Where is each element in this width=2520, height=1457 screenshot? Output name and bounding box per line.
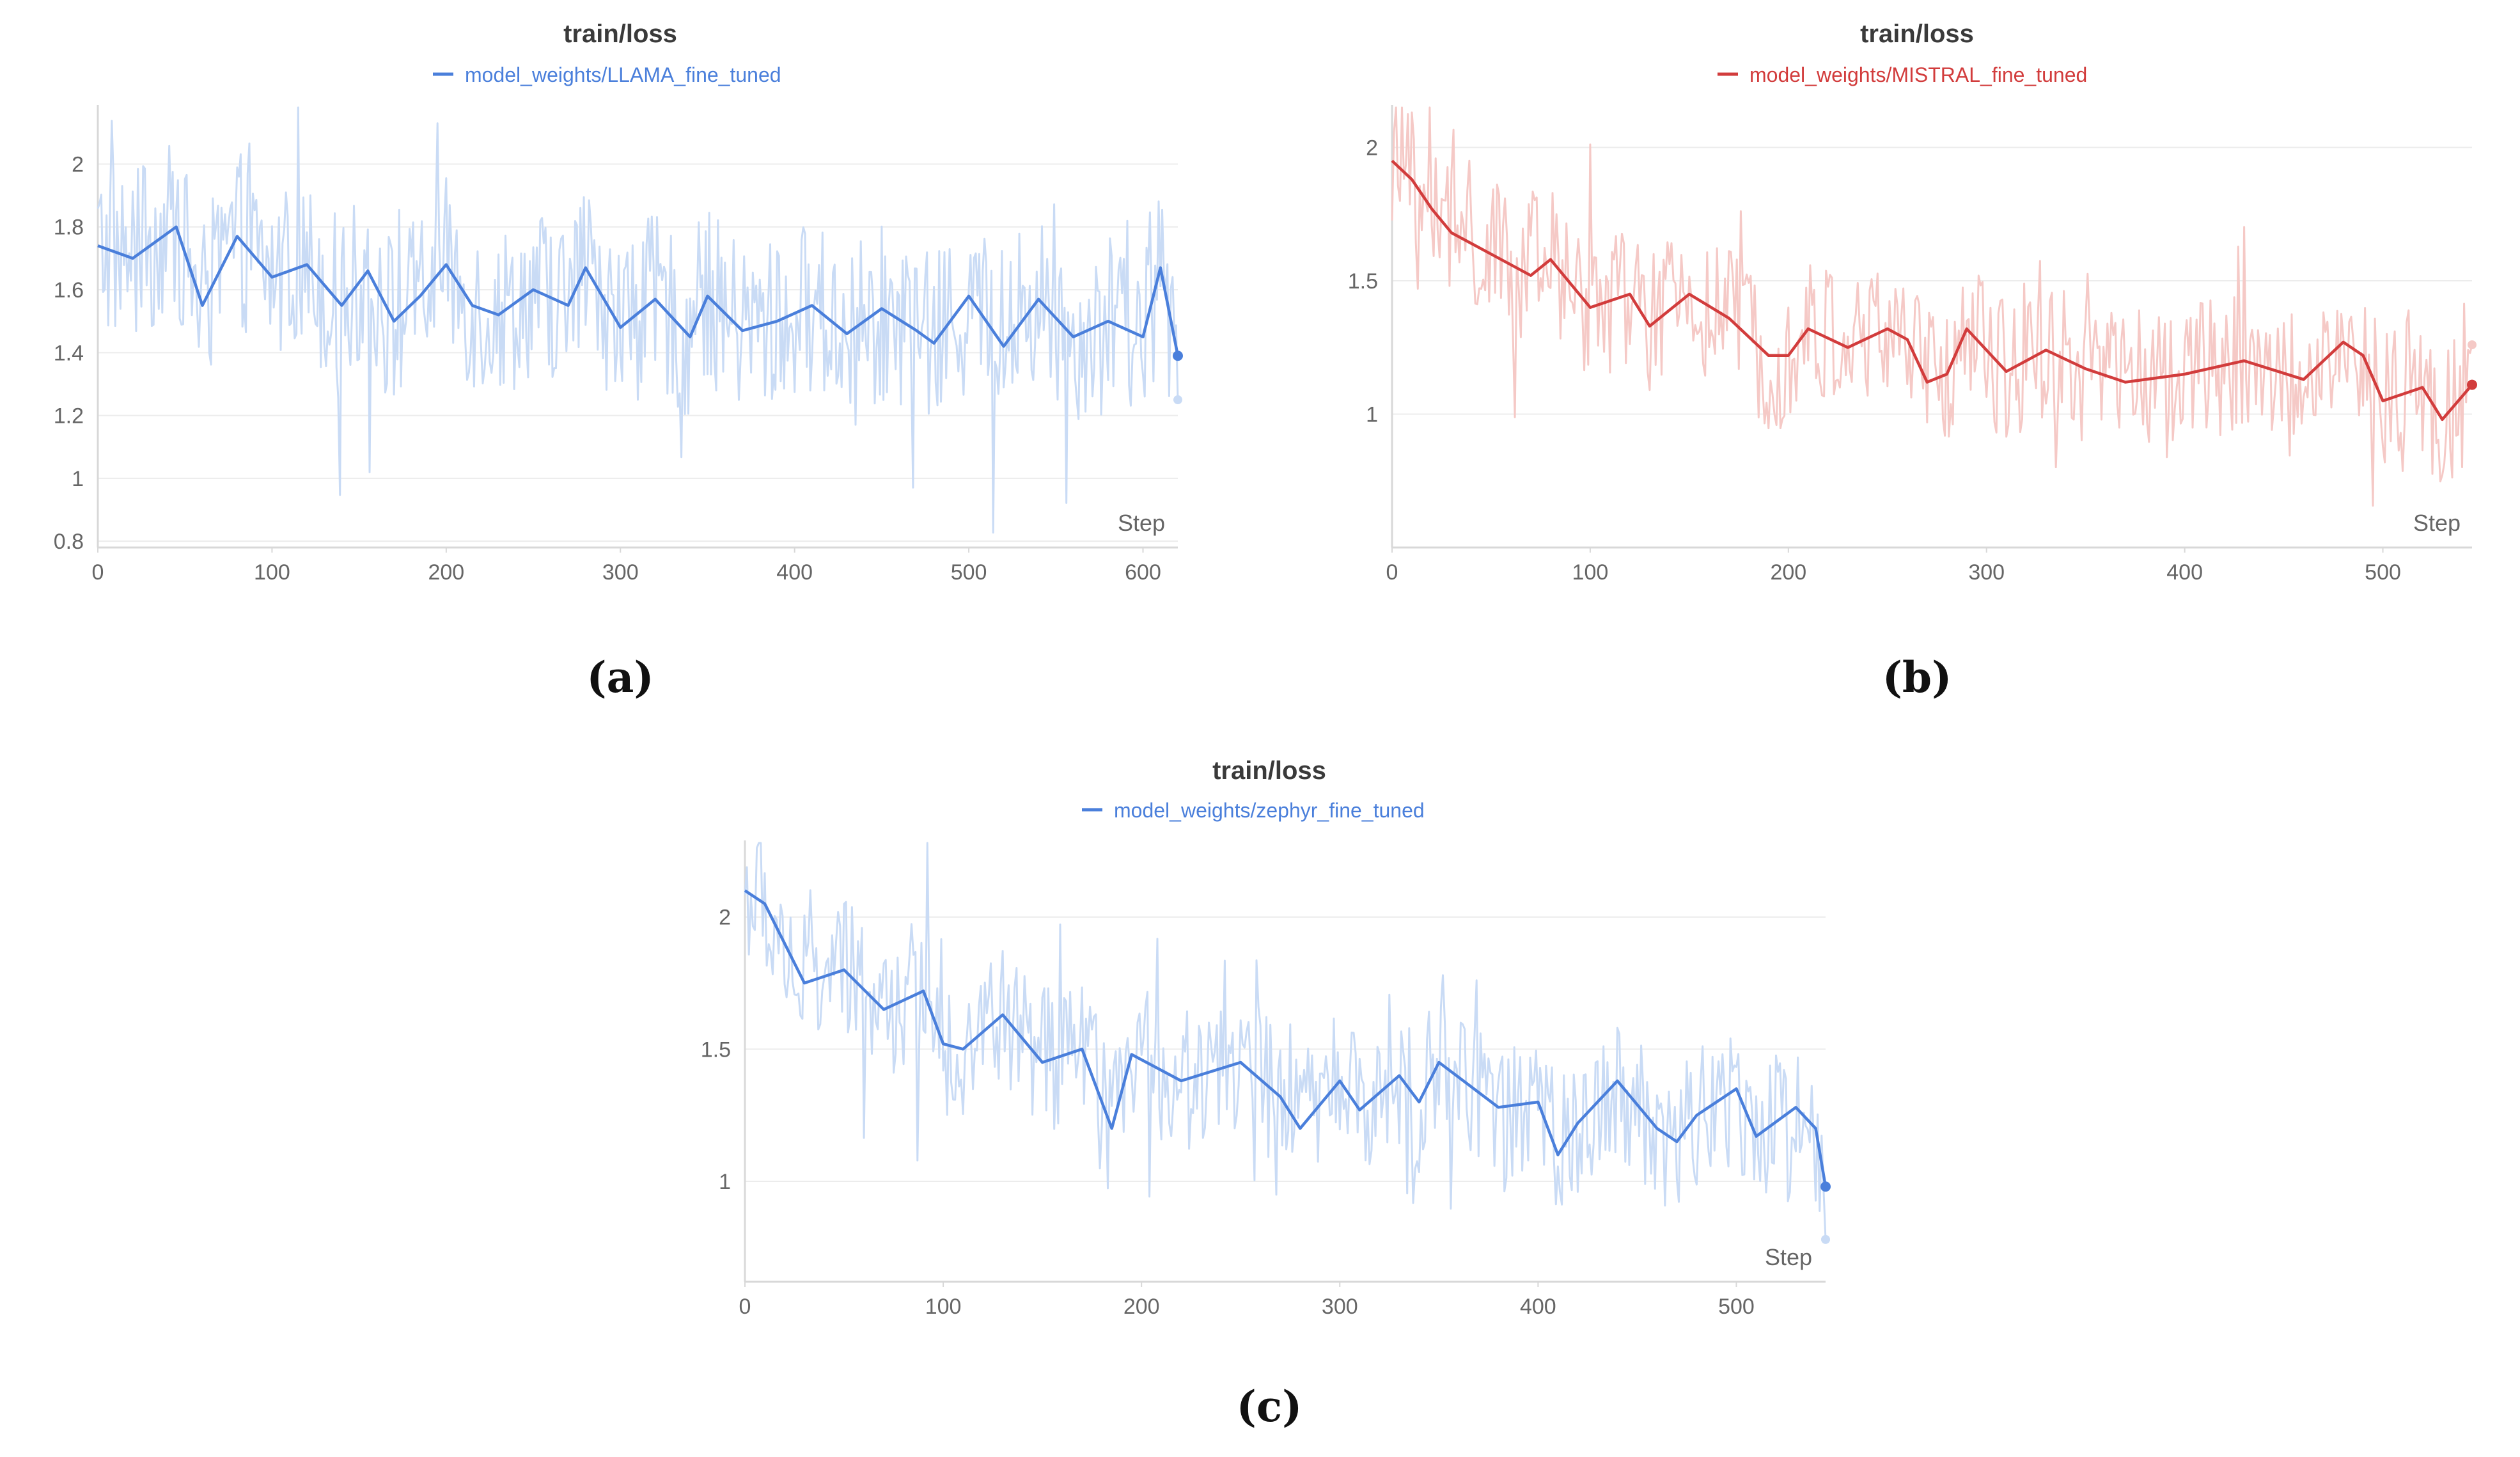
chart-c-x-tick-label: 300 (1322, 1295, 1358, 1319)
chart-b-x-tick-label: 200 (1770, 560, 1806, 585)
chart-a-x-tick-label: 200 (428, 560, 464, 585)
chart-c-x-tick-label: 100 (925, 1295, 962, 1319)
chart-a-legend: model_weights/LLAMA_fine_tuned (433, 63, 781, 86)
chart-b-x-tick-label: 300 (1968, 560, 2005, 585)
chart-a-plot-area: 0.8 1 1.2 1.4 1.6 1.8 2 0 100 200 300 400 500 600 (54, 105, 1183, 585)
chart-c-plot-area: 1 1.5 2 0 100 200 300 400 500 (701, 840, 1831, 1319)
chart-c-y-tick-label: 1 (719, 1170, 731, 1194)
chart-b-y-tick-label: 2 (1366, 136, 1378, 161)
chart-b-title: train/loss (1860, 20, 1974, 48)
chart-a-y-tick-label: 0.8 (54, 530, 84, 554)
chart-b-panel-label: (b) (1882, 652, 1952, 702)
chart-c-y-tick-label: 2 (719, 906, 731, 930)
chart-a-panel-label: (a) (586, 652, 653, 702)
chart-b-smoothed-end-point (2467, 379, 2477, 390)
chart-c-legend-label: model_weights/zephyr_fine_tuned (1114, 799, 1425, 822)
chart-b-y-tick-label: 1.5 (1348, 269, 1378, 294)
chart-a-x-tick-label: 500 (951, 560, 987, 585)
chart-a-y-tick-label: 1 (72, 467, 84, 491)
chart-a-smoothed-series-line (97, 225, 1180, 356)
chart-a-y-tick-label: 1.2 (54, 404, 84, 429)
chart-a-legend-label: model_weights/LLAMA_fine_tuned (465, 63, 781, 86)
chart-b-legend: model_weights/MISTRAL_fine_tuned (1718, 63, 2087, 86)
chart-c-title: train/loss (1212, 757, 1326, 785)
chart-b-x-tick-label: 100 (1572, 560, 1609, 585)
chart-panel-c: train/loss model_weights/zephyr_fine_tun… (701, 757, 1831, 1431)
chart-a-y-tick-label: 1.4 (54, 341, 84, 365)
chart-b-x-tick-label: 0 (1386, 560, 1398, 585)
chart-c-smoothed-series-line (744, 889, 1827, 1187)
chart-panel-b: train/loss model_weights/MISTRAL_fine_tu… (1348, 20, 2477, 702)
chart-b-x-tick-label: 400 (2166, 560, 2203, 585)
chart-a-x-tick-label: 300 (602, 560, 639, 585)
chart-c-raw-end-point (1821, 1234, 1830, 1244)
chart-a-x-tick-label: 600 (1125, 560, 1161, 585)
chart-a-y-tick-label: 1.8 (54, 216, 84, 240)
chart-a-smoothed-end-point (1173, 350, 1183, 361)
chart-c-xlabel: Step (1765, 1244, 1812, 1270)
chart-c-x-tick-label: 200 (1123, 1295, 1160, 1319)
chart-a-raw-series-line (97, 106, 1179, 534)
chart-a-x-tick-label: 100 (254, 560, 290, 585)
chart-c-raw-series-line (744, 842, 1827, 1240)
chart-a-x-tick-label: 400 (776, 560, 813, 585)
chart-b-smoothed-series-line (1391, 159, 2473, 421)
chart-panel-a: train/loss model_weights/LLAMA_fine_tune… (54, 20, 1183, 702)
chart-c-panel-label: (c) (1237, 1382, 1303, 1431)
chart-c-x-tick-label: 500 (1718, 1295, 1755, 1319)
chart-a-y-tick-label: 2 (72, 152, 84, 177)
chart-a-x-tick-label: 0 (92, 560, 104, 585)
chart-b-raw-series-line (1391, 106, 2473, 507)
chart-a-y-tick-label: 1.6 (54, 278, 84, 303)
chart-c-smoothed-end-point (1820, 1181, 1831, 1192)
chart-b-y-tick-label: 1 (1366, 403, 1378, 427)
chart-c-legend: model_weights/zephyr_fine_tuned (1082, 799, 1425, 822)
chart-a-title: train/loss (563, 20, 677, 48)
chart-c-x-tick-label: 400 (1520, 1295, 1556, 1319)
chart-c-y-tick-label: 1.5 (701, 1037, 731, 1062)
chart-b-raw-end-point (2468, 340, 2477, 350)
chart-b-x-tick-label: 500 (2365, 560, 2401, 585)
chart-a-raw-end-point (1173, 395, 1182, 405)
chart-a-xlabel: Step (1118, 510, 1165, 536)
chart-b-plot-area: 1 1.5 2 0 100 200 300 400 500 (1348, 105, 2477, 585)
chart-b-xlabel: Step (2413, 510, 2461, 536)
chart-c-x-tick-label: 0 (739, 1295, 751, 1319)
chart-b-legend-label: model_weights/MISTRAL_fine_tuned (1749, 63, 2087, 86)
